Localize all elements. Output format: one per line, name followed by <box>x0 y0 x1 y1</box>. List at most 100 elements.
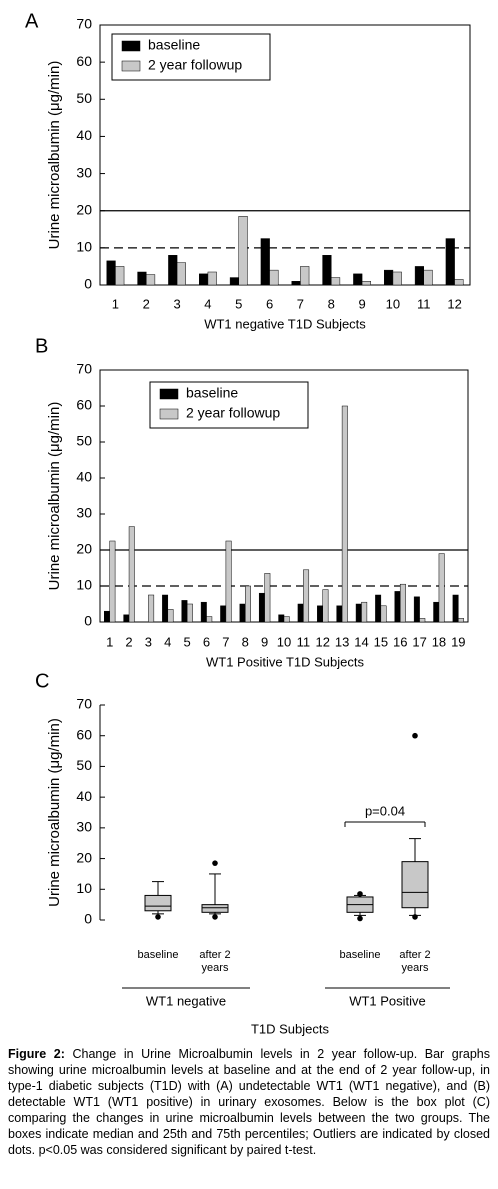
bar <box>300 266 310 286</box>
bar <box>322 589 329 623</box>
x-tick-label: 10 <box>277 634 291 649</box>
p-value: p=0.04 <box>365 803 405 818</box>
x-tick-label: baseline <box>137 949 179 961</box>
bar <box>229 277 240 286</box>
x-tick-label: baseline <box>339 949 381 961</box>
x-tick-label: 13 <box>335 634 349 649</box>
outlier <box>412 914 418 920</box>
bar <box>303 569 310 623</box>
bar <box>258 592 265 623</box>
bar <box>238 216 248 286</box>
bar <box>225 540 232 623</box>
bar <box>181 600 188 623</box>
x-tick-label: 1 <box>112 296 119 311</box>
bar <box>458 618 464 623</box>
panel-letter: C <box>35 670 49 692</box>
x-tick-label: 19 <box>451 634 465 649</box>
outlier <box>412 732 418 739</box>
bar <box>148 594 155 623</box>
group-label: WT1 negative <box>146 993 226 1008</box>
x-tick-label: after 2 years <box>199 949 231 974</box>
x-tick-label: 3 <box>173 296 180 311</box>
bar <box>220 605 227 623</box>
bar <box>260 238 270 286</box>
y-tick-label: 20 <box>76 541 92 557</box>
bar <box>269 269 279 286</box>
y-tick-label: 20 <box>76 201 92 217</box>
y-tick-label: 40 <box>76 788 92 804</box>
y-tick-label: 60 <box>76 726 92 742</box>
legend-label: 2 year followup <box>148 57 242 73</box>
x-tick-label: 6 <box>203 634 210 649</box>
x-tick-label: 2 <box>143 296 150 311</box>
bar <box>353 273 363 286</box>
y-tick-label: 70 <box>76 696 92 712</box>
bar <box>414 266 425 286</box>
y-tick-label: 20 <box>76 849 92 865</box>
y-tick-label: 50 <box>76 90 92 106</box>
bar <box>206 616 213 623</box>
x-tick-label: 2 <box>125 634 132 649</box>
y-tick-label: 10 <box>76 577 92 593</box>
x-tick-label: 11 <box>417 296 431 311</box>
y-tick-label: 30 <box>76 164 92 180</box>
bar <box>264 573 271 623</box>
bar <box>419 618 426 623</box>
bar <box>423 269 433 286</box>
bar <box>186 603 193 623</box>
bar <box>104 610 110 623</box>
bar <box>317 605 323 623</box>
y-tick-label: 40 <box>76 469 92 485</box>
x-tick-label: 15 <box>374 634 388 649</box>
bar <box>413 596 420 623</box>
y-tick-label: 0 <box>84 911 92 927</box>
x-tick-label: 8 <box>328 296 335 311</box>
bar <box>200 601 207 623</box>
x-tick-label: 11 <box>297 634 311 649</box>
bar <box>331 277 341 286</box>
bar <box>399 583 406 623</box>
legend-swatch <box>159 408 179 420</box>
x-tick-label: 4 <box>204 296 211 311</box>
bar <box>322 255 332 286</box>
x-axis-label: WT1 negative T1D Subjects <box>204 316 366 331</box>
x-tick-label: 3 <box>145 634 152 649</box>
bar <box>438 553 445 623</box>
y-tick-label: 10 <box>76 239 92 255</box>
x-tick-label: 12 <box>316 634 330 649</box>
y-tick-label: 60 <box>76 397 92 413</box>
bar <box>162 594 169 623</box>
legend-label: baseline <box>148 37 200 53</box>
y-axis-label: Urine microalbumin (μg/min) <box>46 61 63 250</box>
outlier <box>357 891 363 897</box>
y-axis-label: Urine microalbumin (μg/min) <box>46 402 63 591</box>
bar <box>106 260 116 286</box>
y-tick-label: 50 <box>76 433 92 449</box>
outlier <box>357 915 363 922</box>
bar <box>115 266 125 286</box>
x-axis-label: T1D Subjects <box>251 1021 330 1036</box>
bar <box>167 609 174 623</box>
caption: Figure 2: Change in Urine Microalbumin l… <box>8 1046 490 1158</box>
panel-letter: A <box>25 10 39 32</box>
bar <box>239 603 246 623</box>
caption-text: Change in Urine Microalbumin levels in 2… <box>8 1047 490 1157</box>
bar <box>283 616 290 623</box>
y-tick-label: 0 <box>84 276 92 292</box>
legend-swatch <box>121 40 141 52</box>
bar <box>199 273 209 286</box>
bar <box>361 601 368 623</box>
bar <box>433 601 440 623</box>
bar <box>137 271 147 286</box>
x-axis-label: WT1 Positive T1D Subjects <box>206 654 364 669</box>
box <box>201 904 229 913</box>
bar <box>380 605 387 623</box>
x-tick-label: 16 <box>393 634 407 649</box>
bar <box>361 281 371 286</box>
group-label: WT1 Positive <box>349 993 426 1008</box>
panel-letter: B <box>35 335 48 357</box>
box <box>144 894 172 912</box>
bar <box>146 274 156 286</box>
